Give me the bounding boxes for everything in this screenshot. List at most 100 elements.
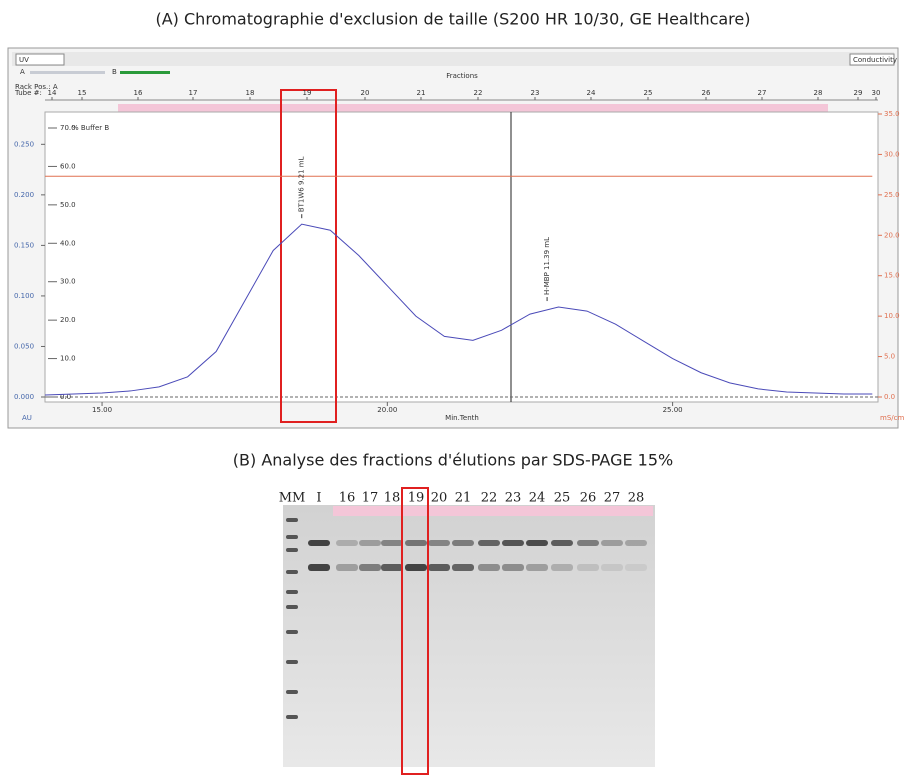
lane-label: 21 [455,491,472,506]
annotation: H-MBP 11.39 mL [543,237,551,295]
y2-tick-label: 5.0 [884,353,895,361]
y-tick-label: 0.250 [14,140,34,148]
lower-band [452,564,474,571]
fraction-label: 27 [758,89,767,97]
y-tick-label: 0.150 [14,241,34,249]
marker-band [286,715,298,719]
lane-label: 17 [362,491,379,506]
lower-band [359,564,381,571]
signal-label: UV [19,56,29,64]
y2-axis-label: mS/cm [880,414,904,422]
signal-dropdown[interactable] [15,53,65,66]
buffer-tick-label: 70.0 [60,124,76,132]
toolbar [12,52,894,66]
y2-tick-label: 10.0 [884,312,900,320]
marker-band [286,630,298,634]
tube-label: Tube #: [14,89,42,97]
y-tick-label: 0.100 [14,292,34,300]
series-line [44,223,873,396]
fraction-label: 29 [854,89,863,97]
upper-band [601,540,623,546]
upper-band [405,540,427,546]
fractions-label: Fractions [446,72,478,80]
buffer-tick-label: 0.0 [60,393,71,401]
highlight-box [280,89,337,423]
annotation: BT1W6 9.21 mL [298,156,306,212]
lane-label: MM [279,491,306,506]
x-tick-label: 20.00 [377,406,397,414]
fraction-bar [118,104,828,112]
right-label: Conductivity [853,56,897,64]
lane-label: 27 [604,491,621,506]
upper-band [625,540,647,546]
lower-band [526,564,548,571]
fraction-label: 21 [417,89,426,97]
fraction-label: 30 [872,89,881,97]
marker-band [286,535,298,539]
gel-title: (B) Analyse des fractions d'élutions par… [233,451,673,470]
y2-tick-label: 20.0 [884,231,900,239]
marker-band [286,570,298,574]
fraction-label: 23 [531,89,540,97]
y2-tick-label: 25.0 [884,191,900,199]
upper-band [359,540,381,546]
fraction-label: 16 [134,89,143,97]
fraction-label: 26 [702,89,711,97]
fraction-label: 14 [48,89,57,97]
fraction-label: 24 [587,89,596,97]
marker-band [286,518,298,522]
lower-band [381,564,403,571]
buffer-tick-label: 20.0 [60,316,76,324]
y2-tick-label: 35.0 [884,110,900,118]
lane-label: 28 [628,491,645,506]
legend-b-swatch [120,71,170,74]
marker-band [286,590,298,594]
lane-label: 25 [554,491,571,506]
legend-a-swatch [30,71,105,74]
rack-label: Rack Pos.: A [15,83,58,91]
fraction-label: 22 [474,89,483,97]
lower-band [625,564,647,571]
marker-band [286,605,298,609]
fraction-label: 17 [189,89,198,97]
lane-label: 24 [529,491,546,506]
chart-title: (A) Chromatographie d'exclusion de taill… [155,10,750,29]
y2-tick-label: 30.0 [884,150,900,158]
buffer-label: % Buffer B [72,124,109,132]
upper-band [478,540,500,546]
gel-image [283,505,655,767]
lane-label: 22 [481,491,498,506]
legend-b: B [112,68,117,76]
fraction-label: 20 [361,89,370,97]
y-tick-label: 0.000 [14,393,34,401]
y2-tick-label: 0.0 [884,393,895,401]
upper-band [551,540,573,546]
x-axis-label: Min.Tenth [445,414,479,422]
lane-label: 20 [431,491,448,506]
lower-band [336,564,358,571]
lower-band [308,564,330,571]
marker-band [286,660,298,664]
marker-band [286,548,298,552]
buffer-tick-label: 50.0 [60,201,76,209]
lower-band [405,564,427,571]
x-tick-label: 25.00 [663,406,683,414]
lane-label: 26 [580,491,597,506]
upper-band [577,540,599,546]
lane-label: 16 [339,491,356,506]
fraction-label: 15 [78,89,87,97]
gel-bar [333,506,653,516]
fraction-label: 18 [246,89,255,97]
gel-highlight [401,487,429,775]
lower-band [601,564,623,571]
lower-band [478,564,500,571]
upper-band [381,540,403,546]
right-dropdown[interactable] [849,53,895,66]
lane-label: 23 [505,491,522,506]
fraction-label: 25 [644,89,653,97]
y-axis-label: AU [22,414,32,422]
buffer-tick-label: 10.0 [60,355,76,363]
x-tick-label: 15.00 [92,406,112,414]
